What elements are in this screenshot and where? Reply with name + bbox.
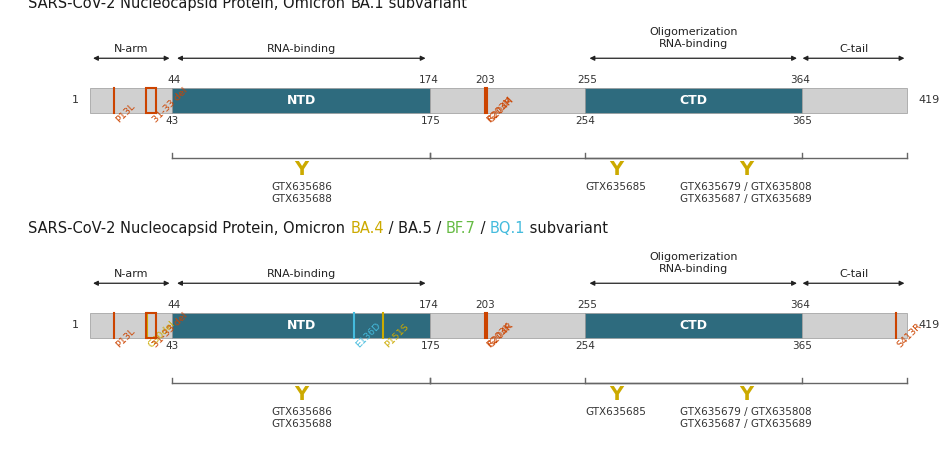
Text: G204R: G204R xyxy=(487,320,516,350)
Text: 43: 43 xyxy=(165,341,179,351)
Bar xyxy=(145,313,156,338)
Bar xyxy=(585,313,802,338)
Text: 1: 1 xyxy=(72,320,79,330)
Text: P151S: P151S xyxy=(384,322,410,350)
Text: /: / xyxy=(476,221,489,236)
Text: 419: 419 xyxy=(919,320,940,330)
Text: 203: 203 xyxy=(475,300,495,310)
Text: SARS-CoV-2 Nucleocapsid Protein, Omicron: SARS-CoV-2 Nucleocapsid Protein, Omicron xyxy=(28,0,351,11)
Bar xyxy=(802,88,907,113)
Text: Y: Y xyxy=(609,160,623,179)
Text: E136D: E136D xyxy=(354,321,383,350)
Text: Y: Y xyxy=(739,160,753,179)
Text: CTD: CTD xyxy=(679,94,707,107)
Text: C-tail: C-tail xyxy=(839,269,868,279)
Text: P13L: P13L xyxy=(114,102,137,125)
Text: P13L: P13L xyxy=(114,327,137,350)
Text: Y: Y xyxy=(294,385,309,404)
Text: 44: 44 xyxy=(167,75,180,85)
Text: Oligomerization
RNA-binding: Oligomerization RNA-binding xyxy=(649,252,737,274)
Text: / BA.5 /: / BA.5 / xyxy=(384,221,446,236)
Text: 174: 174 xyxy=(418,75,438,85)
Text: C-tail: C-tail xyxy=(839,44,868,54)
Text: 1: 1 xyxy=(72,95,79,105)
Text: GTX635685: GTX635685 xyxy=(585,407,646,418)
Bar xyxy=(90,313,172,338)
Text: 254: 254 xyxy=(575,116,595,126)
Bar xyxy=(172,313,430,338)
Text: 31-33 del: 31-33 del xyxy=(151,86,189,125)
Text: BF.7: BF.7 xyxy=(446,221,476,236)
Text: 31-33 del: 31-33 del xyxy=(151,311,189,350)
Text: G30del: G30del xyxy=(147,319,178,350)
Text: NTD: NTD xyxy=(287,319,316,332)
Text: S413R: S413R xyxy=(896,321,923,350)
Text: 254: 254 xyxy=(575,341,595,351)
Text: 175: 175 xyxy=(421,341,440,351)
Text: 43: 43 xyxy=(165,116,179,126)
Text: 203: 203 xyxy=(475,75,495,85)
Text: Y: Y xyxy=(739,385,753,404)
Text: 364: 364 xyxy=(789,75,809,85)
Text: N-arm: N-arm xyxy=(114,44,148,54)
Text: 255: 255 xyxy=(577,300,597,310)
Text: subvariant: subvariant xyxy=(525,221,608,236)
Text: GTX635679 / GTX635808
GTX635687 / GTX635689: GTX635679 / GTX635808 GTX635687 / GTX635… xyxy=(680,182,812,204)
Text: BA.4: BA.4 xyxy=(351,221,384,236)
Text: N-arm: N-arm xyxy=(114,269,148,279)
Text: 419: 419 xyxy=(919,95,940,105)
Bar xyxy=(430,313,585,338)
Text: 365: 365 xyxy=(791,341,811,351)
Text: subvariant: subvariant xyxy=(384,0,466,11)
Text: RNA-binding: RNA-binding xyxy=(267,44,336,54)
Bar xyxy=(585,88,802,113)
Bar xyxy=(145,88,156,113)
Text: Y: Y xyxy=(294,160,309,179)
Bar xyxy=(802,313,907,338)
Text: SARS-CoV-2 Nucleocapsid Protein, Omicron: SARS-CoV-2 Nucleocapsid Protein, Omicron xyxy=(28,221,351,236)
Text: 44: 44 xyxy=(167,300,180,310)
Text: R203K: R203K xyxy=(485,321,513,350)
Text: GTX635679 / GTX635808
GTX635687 / GTX635689: GTX635679 / GTX635808 GTX635687 / GTX635… xyxy=(680,407,812,429)
Text: BA.1: BA.1 xyxy=(351,0,384,11)
Text: GTX635686
GTX635688: GTX635686 GTX635688 xyxy=(271,182,332,204)
Text: RNA-binding: RNA-binding xyxy=(267,269,336,279)
Text: BQ.1: BQ.1 xyxy=(489,221,525,236)
Text: Y: Y xyxy=(609,385,623,404)
Bar xyxy=(430,88,585,113)
Text: G204R: G204R xyxy=(487,95,516,125)
Text: 365: 365 xyxy=(791,116,811,126)
Text: 364: 364 xyxy=(789,300,809,310)
Text: Oligomerization
RNA-binding: Oligomerization RNA-binding xyxy=(649,27,737,49)
Text: 255: 255 xyxy=(577,75,597,85)
Text: CTD: CTD xyxy=(679,319,707,332)
Text: 174: 174 xyxy=(418,300,438,310)
Text: 175: 175 xyxy=(421,116,440,126)
Bar xyxy=(90,88,172,113)
Text: R203M: R203M xyxy=(485,95,515,125)
Text: GTX635686
GTX635688: GTX635686 GTX635688 xyxy=(271,407,332,429)
Text: GTX635685: GTX635685 xyxy=(585,182,646,193)
Bar xyxy=(172,88,430,113)
Text: NTD: NTD xyxy=(287,94,316,107)
